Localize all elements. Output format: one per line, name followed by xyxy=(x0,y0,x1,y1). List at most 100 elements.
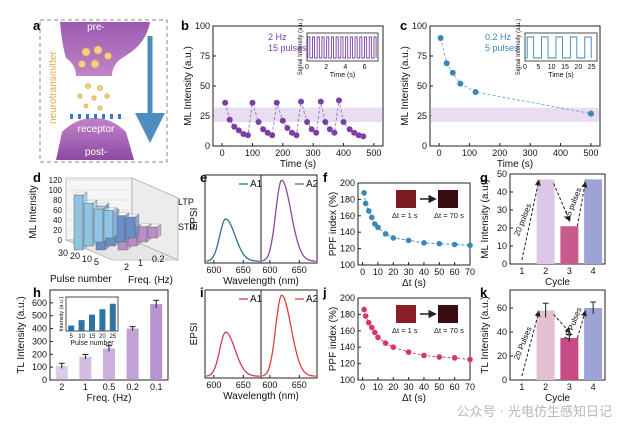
panel-label-e: e xyxy=(200,170,207,185)
k-xtick-label: 2 xyxy=(543,382,548,392)
f-xtick-label: 50 xyxy=(434,267,444,277)
g-xtick-label: 2 xyxy=(543,266,548,276)
g-ytick-label: 20 xyxy=(497,223,507,233)
f-xtick-label: 40 xyxy=(419,267,429,277)
d-freq-tick: 2 xyxy=(124,262,129,272)
f-data-point xyxy=(405,237,412,244)
j-image-swatch-1 xyxy=(396,305,416,323)
chart-b: 0 100 200 300 400 500 0 25 50 75 100 Time (s) ML Int… xyxy=(183,19,384,170)
j-ytick-label: 200 xyxy=(340,293,355,303)
d-bar-side xyxy=(156,223,162,239)
h-xtick-label: 1 xyxy=(83,382,88,392)
b-ytick-label: 100 xyxy=(195,21,210,31)
k-ytick-label: 40 xyxy=(497,327,507,337)
c-xlabel: Time (s) xyxy=(497,159,533,170)
c-ytick-label: 50 xyxy=(417,81,427,91)
c-band xyxy=(431,107,599,122)
b-inset-xlabel: Time (s) xyxy=(330,72,355,79)
b-ytick-label: 0 xyxy=(205,141,210,151)
j-image-swatch-2 xyxy=(438,305,458,323)
f-ytick-label: 100 xyxy=(340,260,355,270)
i-spectrum-A1 xyxy=(206,331,260,377)
f-axes-frame xyxy=(357,182,471,266)
j-ytick-label: 120 xyxy=(340,359,355,369)
h-inset-xtick: 5 xyxy=(70,334,74,340)
i-xtick-label: 650 xyxy=(236,380,251,390)
f-annot-1: Δt = 1 s xyxy=(392,211,418,220)
panel-label-d: d xyxy=(33,170,41,185)
c-xtick-label: 100 xyxy=(462,148,477,158)
b-data-point xyxy=(288,129,295,136)
b-data-point xyxy=(335,97,342,104)
j-data-point xyxy=(362,313,369,319)
c-annot-pulses: 5 pulses xyxy=(485,43,519,53)
j-ylabel: PPF index (%) xyxy=(328,307,339,371)
f-image-swatch-2 xyxy=(438,190,458,208)
e-legend-label: A1 xyxy=(250,179,263,190)
panel-label-a: a xyxy=(33,18,41,33)
f-data-point xyxy=(467,242,473,249)
g-xtick-label: 1 xyxy=(519,266,524,276)
c-inset-xtick: 10 xyxy=(548,64,556,71)
d-bar xyxy=(115,215,126,243)
i-xtick-label: 600 xyxy=(262,380,277,390)
j-xtick-label: 50 xyxy=(434,382,444,392)
e-xlabel: Wavelength (nm) xyxy=(223,276,299,287)
b-band xyxy=(214,107,382,122)
k-xtick-label: 1 xyxy=(519,382,524,392)
i-ylabel: EPSI xyxy=(189,323,200,346)
k-arrow-1 xyxy=(521,310,541,377)
f-ytick-label: 160 xyxy=(340,211,355,221)
g-bar xyxy=(560,226,579,264)
c-annot-freq: 0.2 Hz xyxy=(485,32,512,42)
panel-label-j: j xyxy=(322,285,327,300)
g-ytick-label: 30 xyxy=(497,205,507,215)
d-bar xyxy=(93,208,104,243)
b-data-point xyxy=(360,133,367,140)
h-inset-xtick: 25 xyxy=(109,334,116,340)
e-ylabel: EPSI xyxy=(189,208,200,231)
h-inset-xtick: 20 xyxy=(99,334,106,340)
e-subplot-frame xyxy=(260,174,318,264)
h-inset-xtick: 15 xyxy=(89,334,96,340)
e-xtick-label: 650 xyxy=(292,265,307,275)
i-legend-label: A1 xyxy=(250,294,263,305)
b-data-point xyxy=(240,131,247,137)
f-annot-2: Δt = 70 s xyxy=(434,211,464,220)
f-data-point xyxy=(375,224,381,231)
j-xtick-label: 60 xyxy=(450,382,460,392)
b-inset-ylabel: Signal Intensity (a.u.) xyxy=(298,19,304,75)
b-inset-xtick: 2 xyxy=(324,64,328,71)
i-spectrum-A2 xyxy=(262,294,316,377)
f-data-point xyxy=(421,240,427,246)
b-inset-xtick: 0 xyxy=(305,64,309,71)
b-xtick-label: 400 xyxy=(336,148,351,158)
b-data-point xyxy=(331,129,338,136)
h-ytick-label: 300 xyxy=(32,336,47,346)
e-xtick-label: 600 xyxy=(262,265,277,275)
b-data-point xyxy=(351,129,358,136)
c-inset-xtick: 20 xyxy=(574,64,582,71)
d-legend-ltp: LTP xyxy=(178,197,194,207)
k-bar xyxy=(560,338,579,380)
j-xlabel: Δt (s) xyxy=(402,393,426,404)
c-ytick-label: 75 xyxy=(417,51,427,61)
b-data-point xyxy=(279,117,286,124)
f-ytick-label: 200 xyxy=(340,178,355,188)
f-xtick-label: 70 xyxy=(465,267,475,277)
d-bar xyxy=(147,226,158,239)
k-ylabel: TL Intensity (a.u.) xyxy=(480,296,491,373)
h-inset-bar xyxy=(109,303,116,331)
f-data-point xyxy=(362,200,369,207)
g-xtick-label: 3 xyxy=(567,266,572,276)
panel-label-c: c xyxy=(400,18,407,33)
b-data-point xyxy=(269,132,276,139)
c-inset-xtick: 25 xyxy=(588,64,596,71)
c-ytick-label: 25 xyxy=(417,111,427,121)
j-data-point xyxy=(382,340,389,346)
f-xtick-label: 0 xyxy=(360,267,365,277)
f-xtick-label: 60 xyxy=(450,267,460,277)
k-bar xyxy=(536,310,555,380)
h-ytick-label: 600 xyxy=(32,298,47,308)
h-bar xyxy=(150,304,163,380)
